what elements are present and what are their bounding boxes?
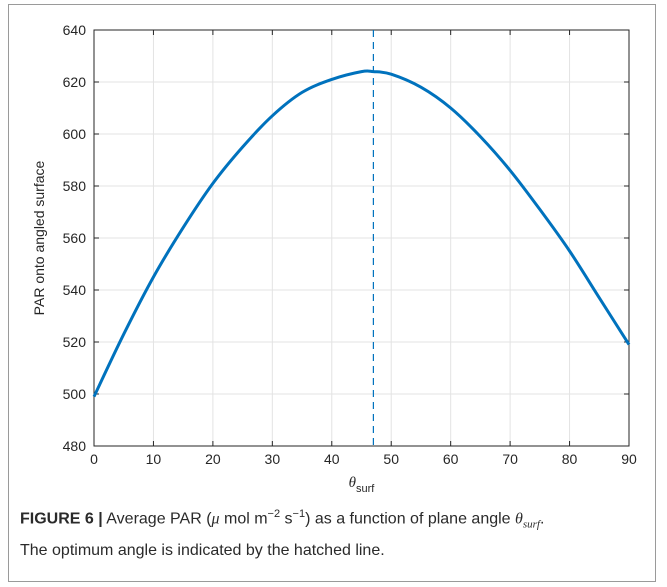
- y-tick-label: 560: [63, 230, 87, 246]
- x-tick-label: 50: [383, 451, 399, 467]
- x-axis-label-subscript: surf: [356, 483, 375, 495]
- caption-figure-label: FIGURE 6 |: [20, 510, 103, 528]
- caption-mu-symbol: μ: [211, 510, 220, 528]
- caption-line-1: FIGURE 6 | Average PAR (μ mol m−2 s−1) a…: [20, 502, 650, 538]
- x-tick-label: 0: [90, 451, 98, 467]
- tick-labels: 0 10 20 30 40 50 60 70 80 90 480 500 520 540 560 580 600…: [63, 22, 637, 467]
- x-axis-label: θsurf: [349, 475, 376, 495]
- y-tick-label: 580: [63, 178, 87, 194]
- caption-text-a: Average PAR (: [106, 510, 212, 528]
- gridlines: [93, 29, 630, 447]
- caption-theta-symbol: θ: [515, 510, 523, 528]
- caption-text-d: ) as a function of plane angle: [305, 510, 516, 528]
- y-tick-label: 480: [63, 438, 87, 454]
- x-tick-label: 90: [621, 451, 637, 467]
- y-axis-label: PAR onto angled surface: [31, 160, 47, 315]
- x-tick-label: 30: [265, 451, 281, 467]
- caption-text-e: .: [540, 510, 545, 528]
- y-tick-label: 640: [63, 22, 87, 38]
- caption-theta-subscript: surf: [522, 518, 540, 531]
- series-layer: [92, 69, 631, 398]
- y-tick-label: 520: [63, 334, 87, 350]
- caption-text-c: s: [280, 510, 293, 528]
- x-tick-label: 60: [443, 451, 459, 467]
- figure-caption: FIGURE 6 | Average PAR (μ mol m−2 s−1) a…: [20, 502, 650, 563]
- x-tick-label: 20: [205, 451, 221, 467]
- caption-text-b: mol m: [219, 510, 268, 528]
- line-chart: 0 10 20 30 40 50 60 70 80 90 480 500 520 540 560 580 600…: [31, 22, 637, 495]
- y-tick-label: 620: [63, 74, 87, 90]
- y-tick-label: 500: [63, 386, 87, 402]
- caption-exponent-2: −1: [292, 508, 306, 520]
- caption-exponent-1: −2: [267, 508, 281, 520]
- y-tick-label: 540: [63, 282, 87, 298]
- x-tick-label: 70: [502, 451, 518, 467]
- x-tick-label: 10: [146, 451, 162, 467]
- x-axis-label-symbol: θ: [349, 475, 357, 491]
- x-tick-label: 80: [562, 451, 578, 467]
- y-tick-label: 600: [63, 126, 87, 142]
- x-tick-label: 40: [324, 451, 340, 467]
- series-line-0: [92, 69, 631, 398]
- caption-line-2: The optimum angle is indicated by the ha…: [20, 541, 385, 559]
